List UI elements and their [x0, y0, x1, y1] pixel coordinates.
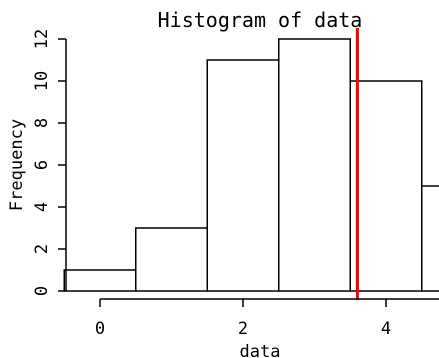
bars-layer	[63, 38, 439, 292]
histogram-bar-1	[135, 227, 208, 292]
y-tick-label-8: 8	[32, 118, 52, 128]
histogram-bar-5	[421, 185, 439, 292]
x-tick-label-2: 2	[238, 319, 248, 339]
histogram-bar-4	[349, 80, 423, 292]
y-tick-label-4: 4	[32, 202, 52, 212]
histogram-bar-0	[63, 269, 137, 292]
axes-layer: 02468024681012	[32, 29, 439, 339]
x-tick-label-4: 4	[381, 319, 391, 339]
y-tick-label-12: 12	[32, 29, 52, 49]
y-axis-title: Frequency	[7, 119, 27, 211]
x-tick-label-0: 0	[95, 319, 105, 339]
y-tick-label-10: 10	[32, 71, 52, 91]
histogram-bar-2	[206, 59, 280, 292]
x-axis-title: data	[240, 342, 281, 358]
histogram-bar-3	[278, 38, 351, 292]
y-tick-label-0: 0	[32, 286, 52, 296]
chart-title: Histogram of data	[158, 8, 363, 32]
y-tick-label-2: 2	[32, 244, 52, 254]
y-tick-label-6: 6	[32, 160, 52, 170]
